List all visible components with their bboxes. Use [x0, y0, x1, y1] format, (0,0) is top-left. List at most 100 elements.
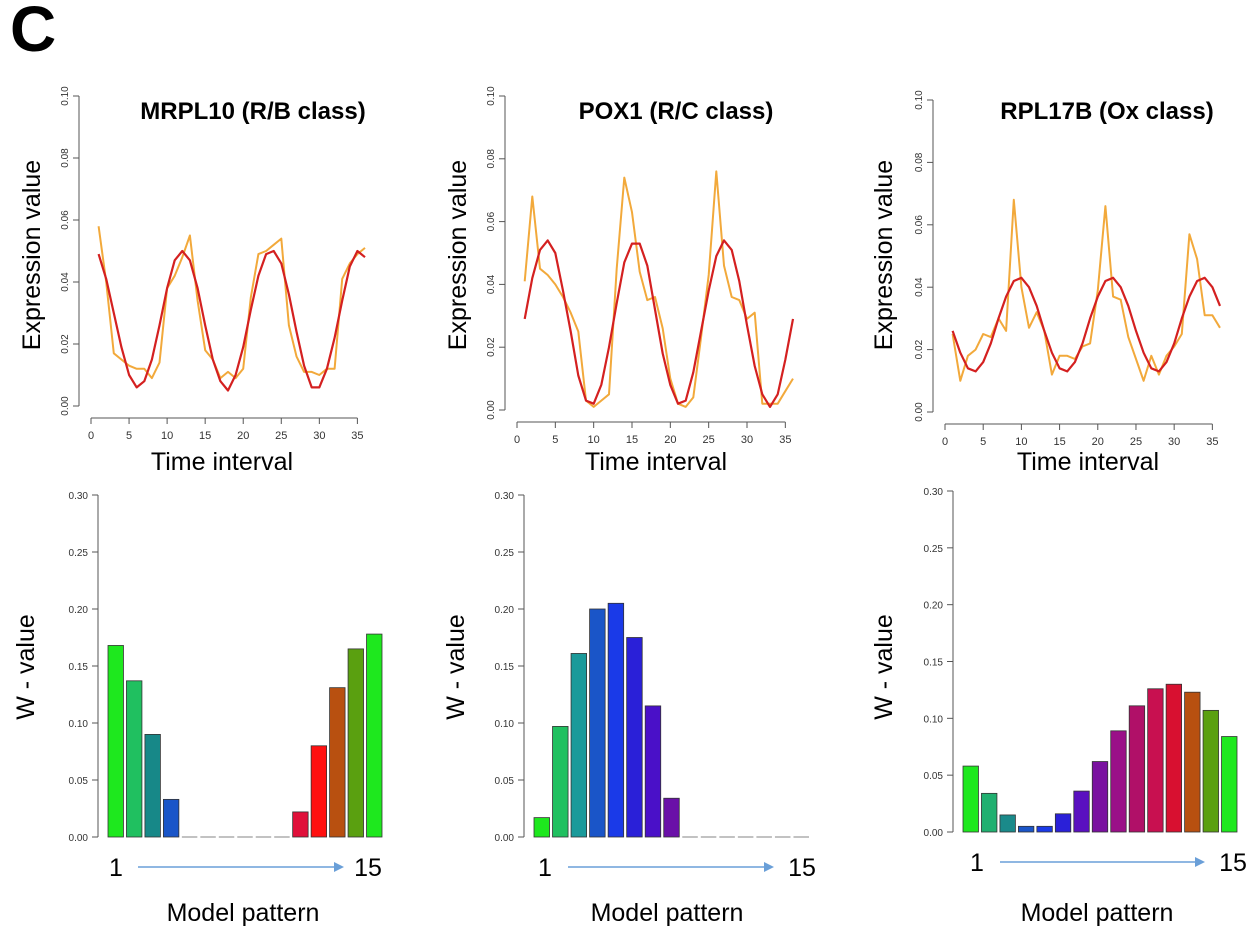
x-tick-label: 30 — [741, 434, 753, 446]
pattern-start-label: 1 — [109, 854, 123, 882]
panel-label: C — [10, 0, 57, 65]
x-tick-label: 25 — [1130, 436, 1142, 448]
bar — [366, 633, 383, 838]
chart-title: RPL17B (Ox class) — [1000, 98, 1213, 125]
y-tick-label: 0.04 — [60, 272, 71, 292]
y-tick-label: 0.05 — [495, 776, 515, 787]
bar — [999, 814, 1016, 833]
bar — [607, 602, 625, 838]
y-tick-label: 0.15 — [69, 662, 89, 673]
bar — [962, 765, 979, 833]
x-tick-label: 35 — [351, 430, 363, 442]
y-tick-label: 0.06 — [60, 210, 71, 230]
x-tick-label: 5 — [126, 430, 132, 442]
y-tick-label: 0.10 — [60, 86, 71, 106]
fitted-series-line — [951, 276, 1222, 373]
y-axis-label: W - value — [870, 614, 898, 720]
x-tick-label: 0 — [514, 434, 520, 446]
x-tick-label: 25 — [703, 434, 715, 446]
y-tick-label: 0.10 — [495, 719, 515, 730]
pattern-end-label: 15 — [1219, 849, 1247, 877]
x-tick-label: 10 — [1015, 436, 1027, 448]
bar — [1036, 825, 1053, 833]
y-axis-label: Expression value — [444, 160, 472, 350]
x-tick-label: 20 — [664, 434, 676, 446]
y-tick-label: 0.20 — [495, 605, 515, 616]
bar — [552, 726, 569, 838]
y-tick-label: 0.08 — [486, 149, 497, 169]
x-tick-label: 30 — [1168, 436, 1180, 448]
bar — [1147, 688, 1164, 833]
x-axis-label: Time interval — [585, 448, 727, 476]
bar — [126, 680, 143, 838]
y-tick-label: 0.00 — [914, 402, 925, 422]
bar — [1202, 709, 1219, 833]
x-tick-label: 15 — [199, 430, 211, 442]
bar — [981, 792, 998, 833]
y-tick-label: 0.08 — [914, 152, 925, 172]
x-axis-label: Model pattern — [591, 899, 744, 927]
pattern-start-label: 1 — [538, 854, 552, 882]
y-tick-label: 0.00 — [69, 833, 89, 844]
x-tick-label: 35 — [779, 434, 791, 446]
pattern-arrow-head — [1195, 857, 1205, 867]
bar — [292, 811, 309, 838]
y-axis-label: Expression value — [870, 160, 898, 350]
x-tick-label: 15 — [626, 434, 638, 446]
observed-series-line — [97, 226, 366, 380]
x-tick-label: 10 — [588, 434, 600, 446]
chart-title: MRPL10 (R/B class) — [140, 98, 365, 125]
pattern-end-label: 15 — [788, 854, 816, 882]
y-tick-label: 0.30 — [924, 487, 944, 498]
y-axis-label: W - value — [12, 614, 40, 720]
observed-series-line — [951, 198, 1221, 382]
y-tick-label: 0.30 — [495, 491, 515, 502]
x-tick-label: 35 — [1206, 436, 1218, 448]
y-tick-label: 0.10 — [69, 719, 89, 730]
y-tick-label: 0.04 — [486, 274, 497, 294]
x-tick-label: 5 — [980, 436, 986, 448]
pattern-end-label: 15 — [354, 854, 382, 882]
y-tick-label: 0.10 — [914, 90, 925, 110]
x-tick-label: 15 — [1053, 436, 1065, 448]
x-tick-label: 0 — [88, 430, 94, 442]
y-tick-label: 0.02 — [486, 337, 497, 357]
fitted-series-line — [523, 239, 795, 408]
bar — [310, 745, 327, 838]
fitted-series-line — [97, 249, 366, 392]
x-axis-label: Model pattern — [1021, 899, 1174, 927]
y-tick-label: 0.05 — [924, 771, 944, 782]
y-tick-label: 0.08 — [60, 148, 71, 168]
x-tick-label: 10 — [161, 430, 173, 442]
bar — [144, 734, 161, 838]
y-tick-label: 0.02 — [60, 334, 71, 354]
x-tick-label: 20 — [237, 430, 249, 442]
bar — [1128, 705, 1146, 833]
y-tick-label: 0.25 — [69, 548, 89, 559]
y-tick-label: 0.20 — [924, 601, 944, 612]
bar — [329, 687, 346, 838]
bar — [1110, 730, 1127, 833]
bar — [1073, 790, 1090, 833]
y-tick-label: 0.10 — [924, 714, 944, 725]
x-tick-label: 20 — [1092, 436, 1104, 448]
chart-title: POX1 (R/C class) — [579, 98, 774, 125]
x-tick-label: 30 — [313, 430, 325, 442]
y-tick-label: 0.00 — [495, 833, 515, 844]
pattern-start-label: 1 — [970, 849, 984, 877]
x-axis-label: Model pattern — [167, 899, 320, 927]
bar — [663, 797, 680, 838]
y-axis-label: Expression value — [18, 160, 46, 350]
y-tick-label: 0.25 — [924, 544, 944, 555]
bar — [1054, 813, 1072, 833]
y-axis-label: W - value — [442, 614, 470, 720]
bar — [626, 637, 643, 838]
bar — [1221, 736, 1238, 833]
bar — [107, 645, 124, 838]
pattern-arrow-head — [334, 862, 344, 872]
y-tick-label: 0.10 — [486, 86, 497, 106]
bar — [644, 705, 662, 838]
y-tick-label: 0.25 — [495, 548, 515, 559]
